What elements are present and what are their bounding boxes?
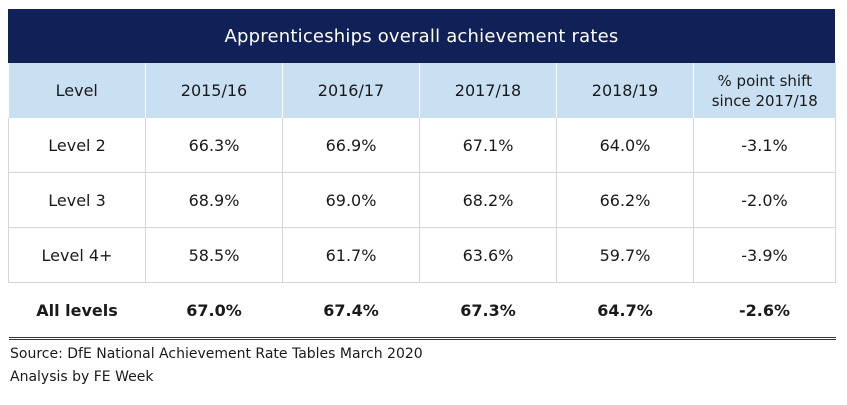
table-cell: 66.3%	[145, 118, 283, 173]
header-2018-19: 2018/19	[556, 63, 694, 118]
row-label: Level 3	[8, 172, 146, 228]
row-label: Level 4+	[8, 227, 146, 283]
header-row: Level 2015/16 2016/17 2017/18 2018/19 % …	[8, 63, 836, 118]
achievement-rates-table: Level 2015/16 2016/17 2017/18 2018/19 % …	[8, 63, 836, 340]
total-cell: 67.0%	[145, 282, 283, 340]
table-cell: 66.9%	[282, 118, 420, 173]
total-cell: 67.3%	[419, 282, 557, 340]
table-cell: 59.7%	[556, 227, 694, 283]
table-cell: 63.6%	[419, 227, 557, 283]
total-cell: 67.4%	[282, 282, 420, 340]
header-2017-18: 2017/18	[419, 63, 557, 118]
table-cell: 58.5%	[145, 227, 283, 283]
total-cell: -2.6%	[693, 282, 836, 340]
header-level: Level	[8, 63, 146, 118]
row-label: Level 2	[8, 118, 146, 173]
header-point-shift: % point shift since 2017/18	[693, 63, 836, 118]
header-2015-16: 2015/16	[145, 63, 283, 118]
table-row: Level 3 68.9% 69.0% 68.2% 66.2% -2.0%	[8, 172, 836, 228]
source-text: Source: DfE National Achievement Rate Ta…	[10, 346, 423, 362]
table-cell: 64.0%	[556, 118, 694, 173]
table-cell: 66.2%	[556, 172, 694, 228]
header-2016-17: 2016/17	[282, 63, 420, 118]
table-cell: 61.7%	[282, 227, 420, 283]
total-cell: 64.7%	[556, 282, 694, 340]
table-cell: -3.1%	[693, 118, 836, 173]
table-cell: -3.9%	[693, 227, 836, 283]
table-row: Level 4+ 58.5% 61.7% 63.6% 59.7% -3.9%	[8, 227, 836, 283]
table-cell: 68.2%	[419, 172, 557, 228]
achievement-rates-table-container: Apprenticeships overall achievement rate…	[8, 9, 836, 340]
table-cell: 69.0%	[282, 172, 420, 228]
source-notes: Source: DfE National Achievement Rate Ta…	[10, 343, 423, 389]
total-row: All levels 67.0% 67.4% 67.3% 64.7% -2.6%	[8, 282, 836, 340]
analysis-credit: Analysis by FE Week	[10, 369, 154, 385]
table-title: Apprenticeships overall achievement rate…	[8, 9, 835, 63]
table-cell: -2.0%	[693, 172, 836, 228]
table-row: Level 2 66.3% 66.9% 67.1% 64.0% -3.1%	[8, 118, 836, 173]
table-cell: 67.1%	[419, 118, 557, 173]
total-row-label: All levels	[8, 282, 146, 340]
table-cell: 68.9%	[145, 172, 283, 228]
